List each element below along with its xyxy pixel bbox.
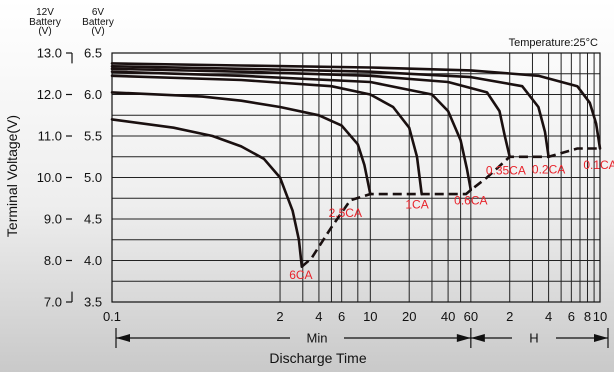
left-header-line-1: 12V: [36, 7, 54, 18]
y-tick-label-12v: 8.0: [44, 253, 62, 268]
x-tick-label: 40: [441, 309, 455, 324]
axes: 7.0 3.5 8.0 4.0 9.0 4.5 10.0 5.0 11.0 5.5 12.0 6.0 1…: [37, 46, 608, 325]
h-arrow-left-head: [470, 334, 485, 342]
y-tick-label-6v: 4.5: [84, 212, 102, 227]
min-arrow-left-head: [116, 334, 130, 342]
series-label: 0.6CA: [454, 193, 487, 207]
x-tick-label: 6: [568, 309, 575, 324]
temperature-annotation: Temperature:25°C: [509, 37, 598, 49]
x-tick-label: 60: [464, 309, 478, 324]
y-axis-label: Terminal Voltage(V): [4, 115, 20, 237]
series-label: 0.1CA: [583, 158, 614, 172]
discharge-curve: [110, 62, 602, 150]
x-tick-label: 10: [593, 309, 607, 324]
x-tick-label: 4: [545, 309, 552, 324]
x-axis-label: Discharge Time: [269, 350, 366, 366]
unit-label-minutes: Min: [307, 331, 328, 346]
right-header-line-3: (V): [91, 26, 104, 37]
x-tick-label: 4: [315, 309, 322, 324]
y-tick-label-6v: 4.0: [84, 253, 102, 268]
y-tick-label-12v: 11.0: [38, 129, 62, 144]
y-tick-label-6v: 5.5: [84, 129, 102, 144]
x-tick-label: 20: [402, 309, 416, 324]
right-header-line-1: 6V: [92, 7, 105, 18]
left-header-line-3: (V): [38, 26, 51, 37]
min-arrow-right-head: [456, 334, 471, 342]
x-tick-label: 10: [363, 309, 377, 324]
left-header-line-2: Battery: [29, 17, 61, 28]
y-tick-label-6v: 6.5: [84, 46, 102, 61]
series-label: 0.35CA: [486, 164, 526, 178]
discharge-curves: [110, 62, 602, 268]
time-unit-indicators: Min H: [115, 328, 609, 348]
x-tick-label: 0.1: [103, 309, 121, 324]
discharge-curve: [110, 70, 473, 192]
y-tick-label-12v: 12.0: [37, 87, 62, 102]
y-tick-label-6v: 3.5: [84, 295, 102, 310]
series-label: 1CA: [405, 198, 428, 212]
discharge-curve: [110, 91, 372, 196]
h-arrow-right-head: [594, 334, 608, 342]
plot-border: [111, 52, 601, 303]
unit-label-hours: H: [529, 331, 538, 346]
cutoff-voltage-curve: [300, 147, 600, 268]
discharge-curve: [110, 74, 423, 196]
y-tick-label-12v: 7.0: [44, 295, 62, 310]
y-tick-label-6v: 6.0: [84, 87, 102, 102]
y-tick-label-12v: 13.0: [37, 46, 62, 61]
x-tick-label: 8: [584, 309, 591, 324]
y-tick-label-6v: 5.0: [84, 170, 102, 185]
right-header-line-2: Battery: [82, 17, 114, 28]
x-tick-label: 2: [276, 309, 283, 324]
series-label: 6CA: [289, 268, 312, 282]
series-labels: 6CA 2.5CA 1CA 0.6CA 0.35CA 0.2CA 0.1CA: [289, 158, 614, 282]
discharge-curve: [110, 65, 550, 159]
x-tick-label: 6: [338, 309, 345, 324]
series-label: 2.5CA: [329, 206, 362, 220]
y-tick-label-12v: 10.0: [37, 170, 62, 185]
x-tick-label: 2: [506, 309, 513, 324]
discharge-curve: [110, 67, 511, 159]
y-tick-label-12v: 9.0: [44, 212, 62, 227]
series-label: 0.2CA: [532, 162, 565, 176]
discharge-curve: [110, 118, 304, 268]
